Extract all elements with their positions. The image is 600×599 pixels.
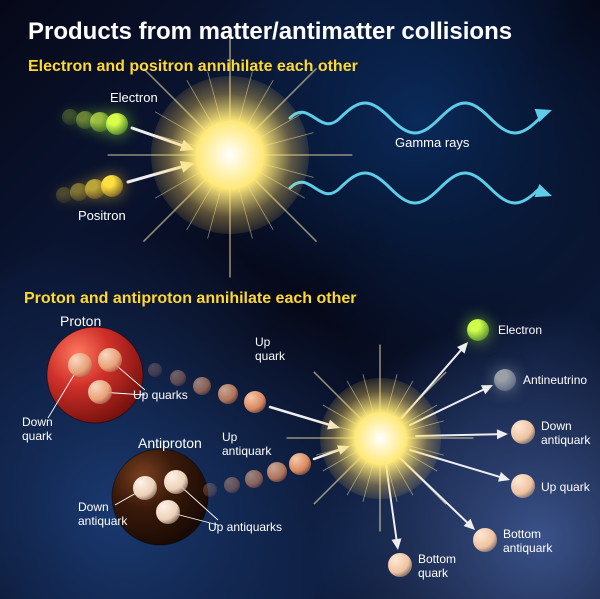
stream-dot (245, 470, 263, 488)
out_bottom_quark-particle (388, 553, 412, 577)
stream-dot (203, 483, 217, 497)
out_bottom_quark-label: Bottomquark (418, 552, 456, 580)
positron-trail-dot (101, 175, 123, 197)
stream-dot (148, 363, 162, 377)
out_up_quark-particle (511, 474, 535, 498)
main-title: Products from matter/antimatter collisio… (28, 18, 512, 46)
antiproton-quark (156, 500, 180, 524)
antiproton-label: Antiproton (138, 435, 202, 451)
proton-label: Proton (60, 313, 101, 329)
positron-in-label: Positron (78, 208, 126, 223)
up-antiquarks-label: Up antiquarks (208, 520, 282, 534)
electron-trail-dot (106, 113, 128, 135)
out_electron-particle (467, 319, 489, 341)
out_up_quark-label: Up quark (541, 480, 590, 494)
out_antineutrino-particle (494, 369, 516, 391)
out_down_antiquark-particle (511, 420, 535, 444)
diagram-root: Products from matter/antimatter collisio… (0, 0, 600, 599)
stream-dot (170, 370, 186, 386)
stream-dot (224, 477, 240, 493)
out_antineutrino-label: Antineutrino (523, 373, 587, 387)
subtitle-electron-positron: Electron and positron annihilate each ot… (28, 58, 358, 76)
stream-dot (289, 453, 311, 475)
down-quark-label: Downquark (22, 415, 53, 443)
up-quarks-label: Up quarks (133, 388, 188, 402)
stream-dot (267, 462, 287, 482)
gamma-rays-label: Gamma rays (395, 135, 469, 150)
out_bottom_antiquark-particle (473, 528, 497, 552)
stream-dot (193, 377, 211, 395)
down-antiquark-label: Downantiquark (78, 500, 127, 528)
proton-quark (98, 348, 122, 372)
antiproton-quark (133, 476, 157, 500)
stream-dot (244, 391, 266, 413)
proton-quark (68, 353, 92, 377)
out_down_antiquark-label: Downantiquark (541, 419, 590, 447)
up_quark_stream-label: Upquark (255, 335, 285, 363)
proton-quark (88, 380, 112, 404)
subtitle-proton-antiproton: Proton and antiproton annihilate each ot… (24, 290, 356, 308)
antiproton-quark (164, 470, 188, 494)
stream-dot (218, 384, 238, 404)
out_electron-label: Electron (498, 323, 542, 337)
up_antiquark_stream-label: Upantiquark (222, 430, 271, 458)
out_bottom_antiquark-label: Bottomantiquark (503, 527, 552, 555)
electron-in-label: Electron (110, 90, 158, 105)
